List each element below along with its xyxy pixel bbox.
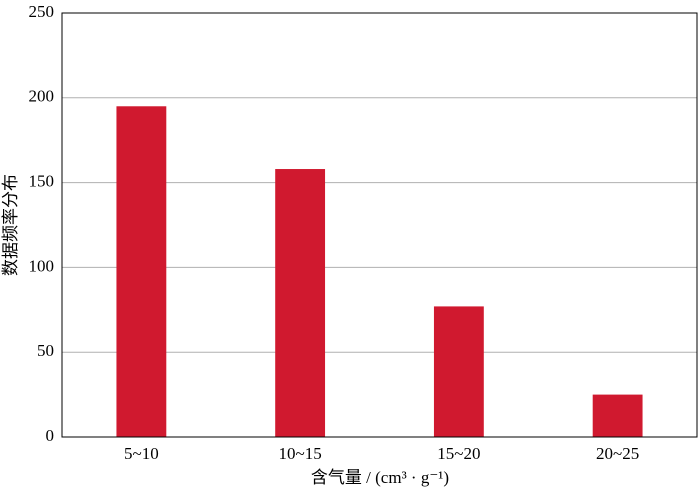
y-tick-label: 250 [29,2,55,21]
y-tick-label: 0 [46,426,55,445]
x-tick-label: 5~10 [124,444,159,463]
y-tick-label: 50 [37,341,54,360]
bar [592,394,643,437]
x-tick-label: 15~20 [437,444,480,463]
x-tick-label: 10~15 [279,444,322,463]
bar [433,306,484,437]
y-tick-label: 150 [29,172,55,191]
bar [275,169,326,438]
y-tick-label: 100 [29,256,55,275]
plot-frame [61,12,698,438]
bar [116,106,167,437]
x-axis-title: 含气量 / (cm³ · g⁻¹) [311,468,449,487]
x-tick-label: 20~25 [596,444,639,463]
y-axis-title: 数据频率分布 [1,174,20,276]
y-tick-label: 200 [29,87,55,106]
